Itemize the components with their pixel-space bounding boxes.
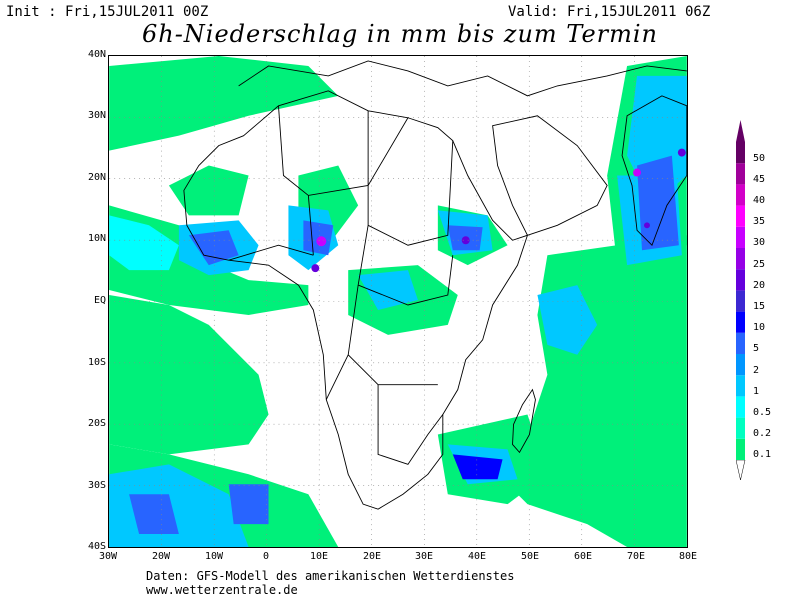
precip-area bbox=[228, 484, 269, 525]
legend-swatch bbox=[736, 396, 745, 418]
lat-label: 20S bbox=[87, 418, 106, 429]
lat-label: 10N bbox=[87, 233, 106, 244]
precip-area bbox=[452, 454, 503, 480]
legend-level-label: 1 bbox=[753, 385, 760, 397]
lon-label: 40E bbox=[467, 551, 487, 562]
precip-area bbox=[537, 285, 598, 355]
lat-label: 30S bbox=[87, 480, 106, 491]
legend-swatch bbox=[736, 226, 745, 248]
precip-area bbox=[129, 494, 179, 535]
madagascar-coastline bbox=[512, 388, 536, 454]
legend-high-arrow bbox=[736, 120, 745, 142]
legend-swatch bbox=[736, 269, 745, 291]
legend-level-label: 50 bbox=[753, 152, 766, 164]
india-coastline bbox=[621, 95, 687, 247]
lon-label: 20E bbox=[362, 551, 382, 562]
lat-label: 20N bbox=[87, 172, 106, 183]
legend-level-label: 25 bbox=[753, 258, 766, 270]
precip-area bbox=[109, 215, 179, 271]
legend-swatch bbox=[736, 332, 745, 354]
precip-core bbox=[643, 222, 650, 229]
lon-label: 80E bbox=[678, 551, 698, 562]
legend-swatch bbox=[736, 248, 745, 270]
legend-swatch bbox=[736, 438, 745, 460]
legend-swatch bbox=[736, 205, 745, 227]
legend-swatch bbox=[736, 375, 745, 397]
lon-label: 50E bbox=[520, 551, 540, 562]
legend-swatch bbox=[736, 311, 745, 333]
precipitation-map bbox=[108, 55, 688, 548]
legend-level-label: 15 bbox=[753, 301, 766, 312]
precip-core bbox=[311, 264, 320, 273]
color-legend bbox=[736, 120, 746, 481]
legend-swatch bbox=[736, 163, 745, 185]
precip-area bbox=[109, 295, 269, 455]
lon-label: 10E bbox=[309, 551, 329, 562]
lon-label: 60E bbox=[573, 551, 593, 562]
legend-low-arrow bbox=[736, 459, 746, 481]
coastlines bbox=[183, 60, 687, 510]
lon-label: 20W bbox=[151, 551, 171, 562]
legend-level-label: 10 bbox=[753, 322, 766, 334]
border-lines bbox=[228, 105, 454, 465]
legend-level-label: 0.5 bbox=[753, 407, 772, 418]
legend-swatch bbox=[736, 354, 745, 376]
precip-area bbox=[358, 270, 418, 310]
lat-label: 40N bbox=[87, 49, 106, 60]
lat-label: 40S bbox=[87, 541, 106, 552]
precip-core bbox=[633, 168, 642, 177]
africa-coastline bbox=[183, 90, 529, 510]
lon-label: 30W bbox=[98, 551, 118, 562]
legend-level-label: 5 bbox=[753, 343, 760, 355]
lon-label: 30E bbox=[414, 551, 434, 562]
precip-core bbox=[677, 148, 686, 157]
legend-level-label: 20 bbox=[753, 279, 766, 291]
footer-website: www.wetterzentrale.de bbox=[146, 583, 298, 597]
europe-coastline bbox=[238, 60, 687, 97]
legend-level-label: 45 bbox=[753, 173, 766, 185]
footer: Daten: GFS-Modell des amerikanischen Wet… bbox=[146, 569, 514, 597]
legend-swatch bbox=[736, 290, 745, 312]
lon-label: 0 bbox=[262, 551, 270, 562]
precip-core bbox=[461, 236, 470, 245]
lat-label: 30N bbox=[87, 110, 106, 121]
precip-core bbox=[316, 236, 327, 247]
precip-area bbox=[497, 235, 687, 547]
precip-area bbox=[109, 56, 339, 151]
legend-level-label: 0.1 bbox=[753, 449, 772, 461]
arabia-coastline bbox=[492, 115, 608, 236]
legend-swatch bbox=[736, 184, 745, 206]
lon-label: 70E bbox=[626, 551, 646, 562]
precip-fields bbox=[109, 56, 687, 547]
map-title: 6h-Niederschlag in mm bis zum Termin bbox=[141, 20, 659, 48]
init-time: Init : Fri,15JUL2011 00Z bbox=[6, 4, 209, 20]
lat-label: 10S bbox=[87, 357, 106, 368]
grid-lines bbox=[109, 56, 687, 547]
footer-source: Daten: GFS-Modell des amerikanischen Wet… bbox=[146, 569, 515, 583]
valid-time: Valid: Fri,15JUL2011 06Z bbox=[508, 4, 711, 20]
legend-level-label: 40 bbox=[753, 195, 766, 206]
precip-area bbox=[168, 165, 249, 216]
legend-level-label: 30 bbox=[753, 237, 766, 249]
legend-level-label: 0.2 bbox=[753, 428, 772, 440]
precip-area bbox=[188, 230, 239, 266]
legend-level-label: 2 bbox=[753, 364, 760, 376]
lon-label: 10W bbox=[204, 551, 224, 562]
legend-level-label: 35 bbox=[753, 216, 766, 228]
legend-swatch bbox=[736, 142, 745, 164]
legend-swatch bbox=[736, 417, 745, 439]
lat-label: EQ bbox=[93, 295, 106, 306]
